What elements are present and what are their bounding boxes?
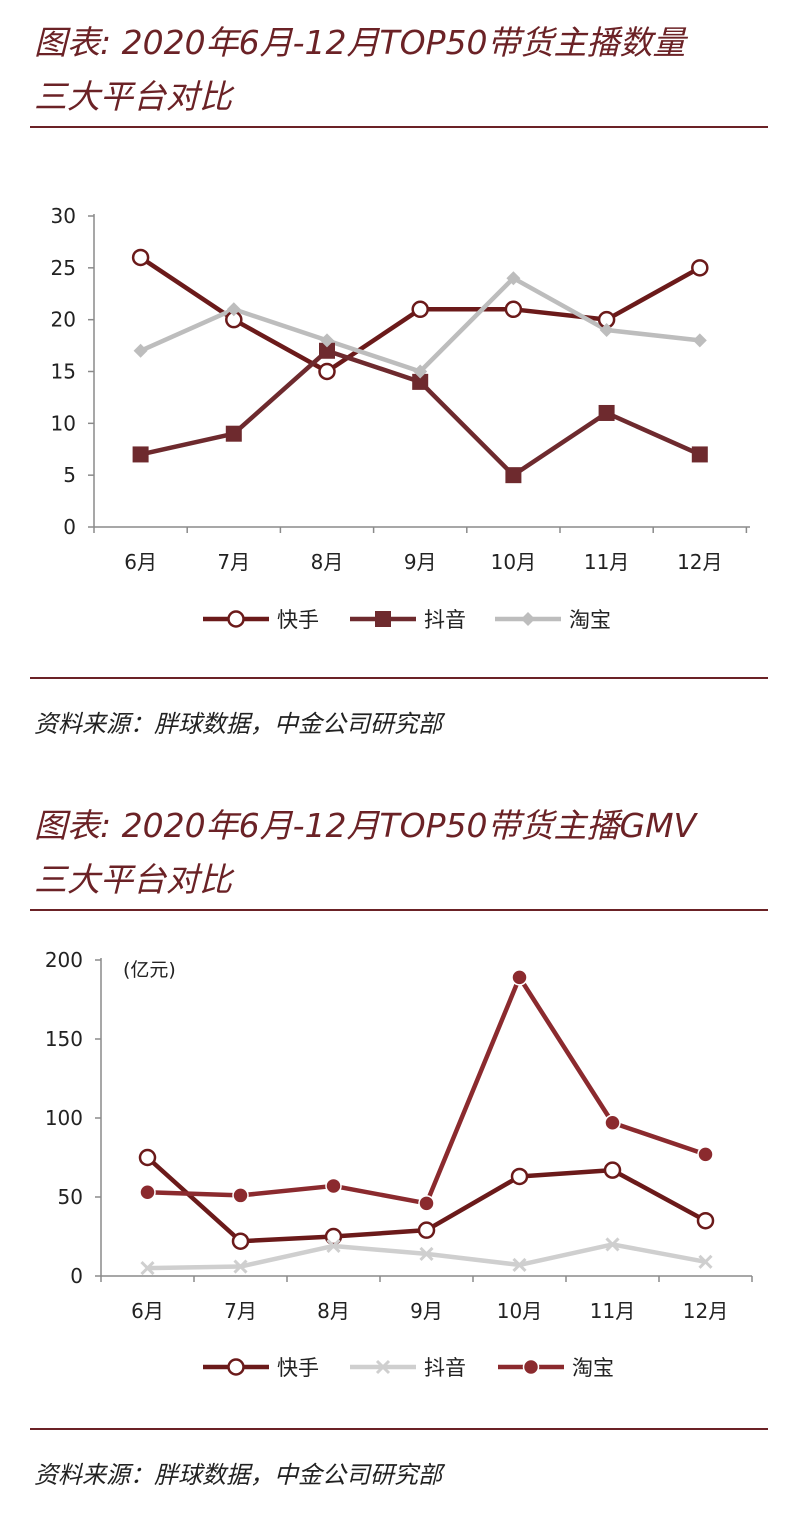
chart1-x-tick-label: 8月: [311, 550, 344, 574]
chart2-point-3: [325, 1177, 342, 1195]
chart1-title: 图表: 2020年6月-12月TOP50带货主播数量 三大平台对比: [34, 16, 774, 124]
chart1-point-3: [506, 271, 521, 286]
chart1-point-1: [504, 300, 523, 319]
chart1-title-line2: 三大平台对比: [34, 77, 232, 116]
chart2-point-1: [138, 1148, 157, 1167]
chart2-point-1: [510, 1167, 529, 1186]
chart2-series-line-3: [147, 975, 707, 1206]
chart1-y-tick-label: 5: [63, 463, 76, 487]
chart1-y-tick-label: 30: [51, 204, 76, 228]
chart1-point-3: [226, 302, 241, 317]
chart1-point-1: [131, 248, 150, 267]
chart2-point-3: [232, 1187, 249, 1204]
chart1-title-line1: 图表: 2020年6月-12月TOP50带货主播数量: [34, 23, 686, 62]
chart1-point-1: [318, 362, 336, 381]
chart1-y-tick-label: 10: [51, 411, 76, 435]
chart2-point-3: [511, 969, 528, 986]
chart2-footer-rule: [30, 1428, 768, 1430]
chart2-point-3: [697, 1146, 714, 1163]
chart2-point-2: [512, 1257, 527, 1273]
chart2-point-2: [140, 1261, 155, 1276]
chart1-legend-marker-3: [521, 612, 535, 626]
chart1-point-3: [133, 343, 148, 358]
chart2-unit-label: (亿元): [123, 959, 176, 981]
chart2-series-line-2: [147, 1242, 706, 1271]
chart2-legend-label-1: 快手: [277, 1356, 319, 1380]
chart2-title: 图表: 2020年6月-12月TOP50带货主播GMV 三大平台对比: [34, 799, 774, 907]
chart1-y-tick-label: 15: [51, 360, 76, 384]
chart2-title-line1: 图表: 2020年6月-12月TOP50带货主播GMV: [34, 806, 697, 845]
chart2-x-tick-label: 10月: [497, 1299, 542, 1323]
chart2-y-tick-label: 50: [58, 1185, 83, 1209]
chart1-point-2: [505, 467, 522, 484]
chart1-point-2: [691, 446, 708, 463]
chart1-point-2: [412, 373, 429, 390]
chart2-point-2: [233, 1259, 248, 1274]
chart1-point-2: [225, 425, 242, 442]
chart1-y-tick-label: 0: [63, 515, 76, 539]
chart1-point-3: [692, 333, 707, 348]
chart2-y-tick-label: 200: [45, 948, 83, 972]
chart1-point-2: [598, 404, 615, 421]
chart2-point-1: [231, 1232, 250, 1250]
chart1-legend-marker-2: [375, 611, 391, 627]
chart2-x-tick-label: 8月: [317, 1299, 350, 1323]
chart1-x-tick-label: 9月: [404, 550, 437, 574]
chart1-legend-marker-1: [227, 610, 245, 628]
chart2-point-1: [603, 1161, 622, 1179]
chart1-point-3: [599, 323, 614, 338]
chart2-x-tick-label: 6月: [131, 1299, 164, 1323]
chart1-point-3: [413, 364, 428, 379]
chart1-title-rule: [30, 126, 768, 128]
chart2-y-tick-label: 150: [45, 1027, 83, 1051]
chart2-legend-marker-3: [522, 1358, 540, 1376]
chart2-legend-label-3: 淘宝: [572, 1356, 614, 1380]
chart1-y-tick-label: 25: [51, 256, 76, 280]
chart2-x-tick-label: 7月: [224, 1299, 257, 1323]
chart1-legend-label-1: 快手: [277, 608, 319, 632]
chart1-x-tick-label: 12月: [677, 550, 722, 574]
chart1-x-tick-label: 6月: [124, 550, 157, 574]
chart2-point-2: [605, 1237, 620, 1252]
chart1-x-tick-label: 11月: [584, 550, 629, 574]
chart2-y-tick-label: 0: [70, 1264, 83, 1288]
chart2-point-2: [419, 1246, 434, 1261]
chart1-point-3: [320, 333, 334, 348]
chart1-footer-rule: [30, 677, 768, 679]
chart2-x-tick-label: 12月: [683, 1299, 728, 1323]
chart2-title-line2: 三大平台对比: [34, 860, 232, 899]
chart2-point-2: [698, 1254, 713, 1269]
chart2-point-1: [417, 1221, 436, 1239]
chart1-point-1: [691, 259, 709, 277]
chart2-point-3: [604, 1114, 621, 1131]
chart1-point-2: [319, 342, 335, 359]
chart2-y-tick-label: 100: [45, 1106, 83, 1130]
chart2-legend-label-2: 抖音: [424, 1356, 466, 1380]
chart1-point-2: [132, 446, 149, 463]
chart1-x-tick-label: 10月: [491, 550, 536, 574]
chart2-plot: 0 50 100 150 200 6月 7月 8月 9月 10月 11月 12月 (亿元) 快手 抖音 淘宝: [45, 948, 753, 1380]
chart2-point-3: [139, 1184, 156, 1201]
chart2-point-3: [418, 1195, 435, 1212]
chart2-x-tick-label: 9月: [410, 1299, 443, 1323]
chart2-point-1: [696, 1211, 715, 1230]
chart1-source: 资料来源：胖球数据，中金公司研究部: [34, 710, 442, 738]
chart2-point-2: [326, 1238, 341, 1254]
chart1-point-1: [411, 300, 429, 319]
chart2-title-rule: [30, 909, 768, 911]
chart1-legend-label-2: 抖音: [424, 608, 466, 632]
chart1-y-tick-label: 20: [51, 308, 76, 332]
chart1-legend-label-3: 淘宝: [569, 608, 611, 632]
chart2-source: 资料来源：胖球数据，中金公司研究部: [34, 1461, 442, 1489]
chart2-x-tick-label: 11月: [590, 1299, 635, 1323]
chart2-legend-marker-1: [227, 1358, 245, 1376]
chart2-legend-marker-2: [375, 1359, 391, 1375]
chart1-x-tick-label: 7月: [217, 550, 250, 574]
